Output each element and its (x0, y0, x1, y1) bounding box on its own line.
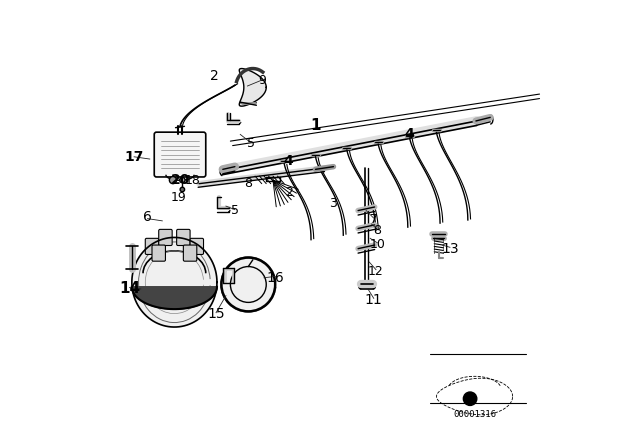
Text: 6: 6 (143, 210, 152, 224)
Circle shape (170, 177, 177, 184)
Text: 00001316: 00001316 (453, 410, 496, 419)
FancyBboxPatch shape (177, 229, 190, 246)
Text: 5: 5 (246, 137, 255, 150)
Text: 2: 2 (285, 186, 292, 199)
Text: 18: 18 (184, 173, 200, 187)
FancyBboxPatch shape (145, 238, 159, 254)
Text: 20: 20 (170, 173, 190, 187)
Polygon shape (132, 237, 217, 327)
Circle shape (180, 187, 184, 192)
Circle shape (180, 177, 185, 183)
Text: 14: 14 (119, 281, 140, 297)
Text: 1: 1 (310, 118, 321, 133)
Text: 11: 11 (365, 293, 383, 307)
Text: 19: 19 (171, 190, 187, 204)
FancyBboxPatch shape (183, 245, 196, 261)
Text: 15: 15 (207, 307, 225, 322)
Text: 12: 12 (368, 264, 384, 278)
Text: 7: 7 (370, 213, 378, 226)
Text: 9: 9 (259, 74, 267, 87)
Text: 10: 10 (369, 237, 385, 251)
FancyBboxPatch shape (154, 132, 205, 177)
FancyBboxPatch shape (152, 245, 165, 261)
FancyBboxPatch shape (159, 229, 172, 246)
FancyBboxPatch shape (190, 238, 204, 254)
Text: 17: 17 (124, 150, 144, 164)
Text: 8: 8 (244, 177, 252, 190)
Text: 4: 4 (404, 127, 415, 142)
Text: 3: 3 (330, 197, 337, 211)
Polygon shape (132, 287, 217, 309)
Text: 8: 8 (373, 224, 381, 237)
Polygon shape (239, 69, 266, 106)
Text: 13: 13 (441, 241, 459, 256)
Text: 5: 5 (231, 204, 239, 217)
Text: 4: 4 (284, 154, 294, 168)
Text: 2: 2 (211, 69, 219, 83)
Circle shape (221, 258, 275, 311)
Text: 16: 16 (266, 271, 284, 285)
Circle shape (463, 392, 477, 405)
